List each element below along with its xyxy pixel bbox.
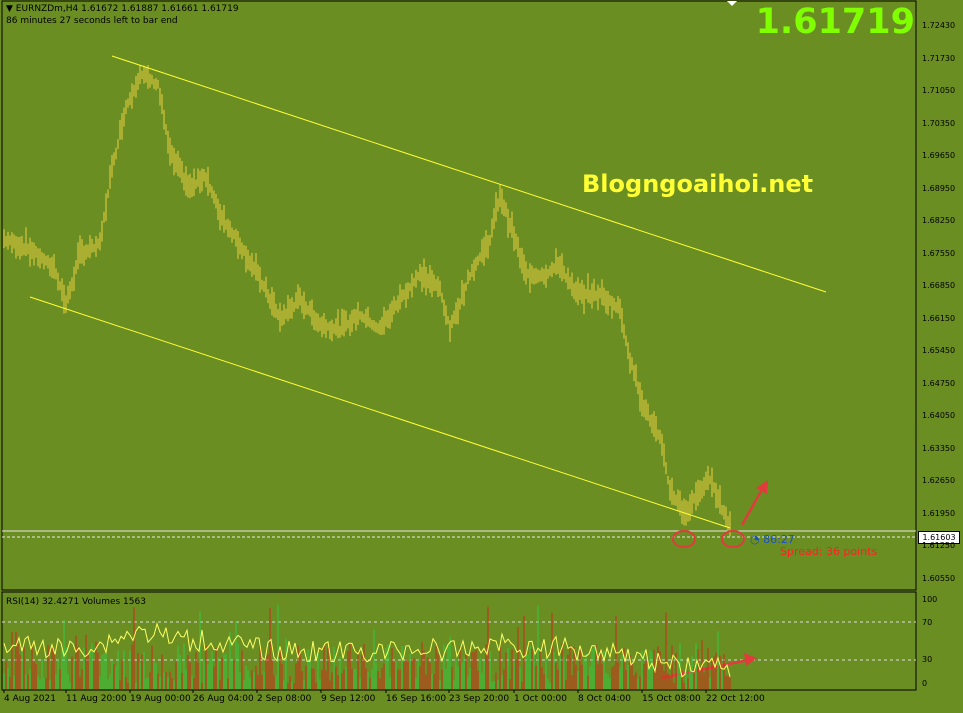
symbol-info: ▼ EURNZDm,H4 1.61672 1.61887 1.61661 1.6… [6, 4, 239, 15]
rsi-tick-label: 70 [922, 618, 933, 627]
price-tick-label: 1.71730 [922, 53, 956, 63]
price-tick-label: 1.63350 [922, 443, 956, 453]
price-tick-label: 1.70350 [922, 118, 956, 128]
rsi-tick-label: 100 [922, 595, 938, 604]
price-tick-label: 1.67550 [922, 248, 956, 258]
time-tick-label: 23 Sep 20:00 [449, 694, 510, 704]
watermark: Blogngoaihoi.net [582, 170, 814, 198]
channel-upper-line [111, 55, 827, 293]
bar-timer-value: 86:27 [763, 533, 795, 546]
price-tick-label: 1.64050 [922, 411, 956, 420]
spread-label: Spread: 36 points [780, 545, 878, 558]
price-tick-label: 1.66850 [922, 281, 956, 290]
bar-timer-icon: ◔ [750, 533, 764, 546]
channel-lower-line [29, 296, 731, 529]
price-tick-label: 1.69650 [922, 151, 956, 160]
price-tick-label: 1.72430 [922, 21, 956, 30]
annotation-arrow-rsi-head [744, 653, 757, 666]
price-tick-label: 1.71050 [922, 86, 956, 95]
time-tick-label: 1 Oct 00:00 [514, 694, 567, 704]
annotation-arrow-rsi [661, 658, 749, 680]
time-tick-label: 9 Sep 12:00 [321, 694, 376, 704]
big-price: 1.61719 [755, 2, 915, 42]
time-tick-label: 11 Aug 20:00 [66, 694, 127, 704]
time-tick-label: 26 Aug 04:00 [193, 694, 254, 704]
annotation-arrow-up [740, 485, 766, 526]
time-tick-label: 16 Sep 16:00 [386, 694, 447, 704]
bar-timer: ◔ 86:27 [750, 533, 795, 546]
time-tick-label: 4 Aug 2021 [4, 694, 56, 704]
time-tick-label: 2 Sep 08:00 [257, 694, 312, 704]
price-tick-label: 1.65450 [922, 346, 956, 355]
time-tick-label: 22 Oct 12:00 [706, 694, 765, 704]
price-tick-label: 1.62650 [922, 476, 956, 485]
dropdown-arrow-icon[interactable]: ▼ [6, 4, 13, 14]
time-tick-label: 15 Oct 08:00 [642, 694, 701, 704]
main-chart-frame [1, 0, 917, 591]
shift-marker-icon [727, 1, 737, 6]
symbol-info-text: EURNZDm,H4 1.61672 1.61887 1.61661 1.617… [15, 4, 239, 14]
bar-timer-line: 86 minutes 27 seconds left to bar end [6, 16, 178, 26]
rsi-tick-label: 0 [922, 679, 928, 688]
price-tick-label: 1.61250 [922, 541, 956, 550]
annotation-circle-2 [721, 530, 745, 548]
indicator-frame [1, 591, 917, 691]
price-tick-label: 1.60550 [922, 573, 956, 583]
rsi-tick-label: 30 [922, 655, 933, 664]
price-tick-label: 1.61950 [922, 508, 956, 518]
time-tick-label: 19 Aug 00:00 [130, 694, 191, 704]
price-tick-label: 1.68950 [922, 183, 956, 193]
current-price-tag: 1.61603 [918, 531, 960, 544]
price-tick-label: 1.66150 [922, 313, 956, 323]
annotation-circle-1 [672, 530, 696, 548]
time-tick-label: 8 Oct 04:00 [578, 694, 631, 704]
annotation-arrow-up-head [756, 480, 768, 494]
price-tick-label: 1.64750 [922, 378, 956, 388]
rsi-line [3, 622, 731, 678]
rsi-info: RSI(14) 32.4271 Volumes 1563 [6, 597, 146, 607]
price-tick-label: 1.68250 [922, 216, 956, 225]
